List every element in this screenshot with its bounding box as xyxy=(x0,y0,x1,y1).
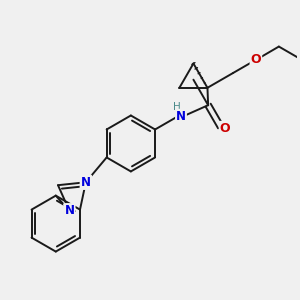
Text: N: N xyxy=(64,204,74,217)
Text: O: O xyxy=(220,122,230,135)
Text: N: N xyxy=(176,110,186,123)
Text: H: H xyxy=(173,102,180,112)
Text: N: N xyxy=(81,176,91,189)
Text: O: O xyxy=(250,53,261,66)
